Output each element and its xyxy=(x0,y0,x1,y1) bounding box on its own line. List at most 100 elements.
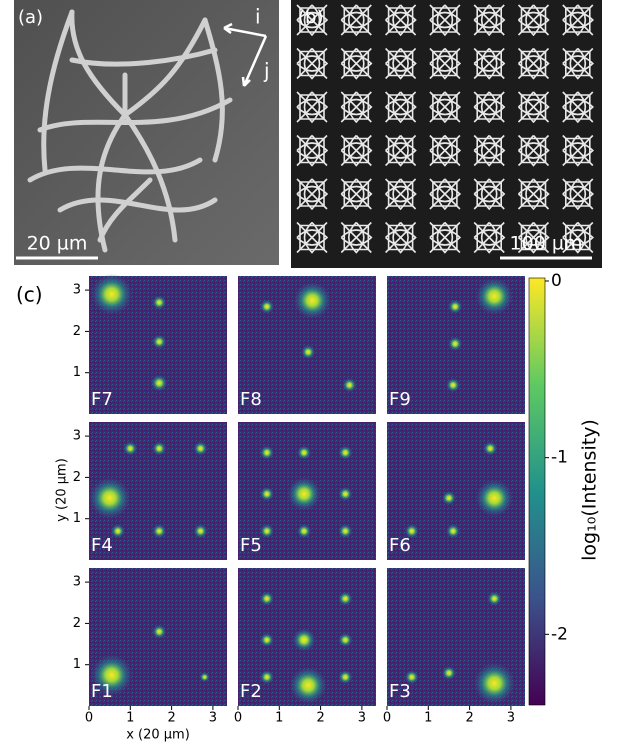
y-tick-label: 1 xyxy=(73,657,81,672)
lattice-cell xyxy=(429,4,462,37)
axis-arrows xyxy=(223,22,268,87)
lattice-cell xyxy=(429,178,462,211)
lattice-cell xyxy=(385,178,417,211)
intensity-spot xyxy=(446,524,461,539)
intensity-spot xyxy=(152,441,167,456)
intensity-spot xyxy=(293,281,331,320)
intensity-spot xyxy=(441,491,456,506)
structure xyxy=(27,9,233,253)
lattice-cell xyxy=(562,134,594,167)
x-tick-label: 3 xyxy=(358,711,366,726)
intensity-spot xyxy=(441,665,456,680)
sem-image-a xyxy=(14,0,279,265)
intensity-spot xyxy=(338,524,353,539)
lattice-cell xyxy=(429,91,462,124)
intensity-spot xyxy=(150,374,168,392)
intensity-spot xyxy=(297,524,312,539)
intensity-spot xyxy=(338,591,353,606)
x-axis-label: x (20 µm) xyxy=(126,728,190,743)
intensity-spot xyxy=(446,378,461,393)
x-tick-label: 2 xyxy=(316,711,324,726)
intensity-map: F5 xyxy=(238,422,376,560)
lattice-cell xyxy=(473,134,506,167)
x-tick-label: 2 xyxy=(167,711,175,726)
panel-label: (b) xyxy=(298,7,323,28)
lattice-cell xyxy=(385,91,417,124)
intensity-spot xyxy=(475,277,513,315)
scale-bar-label: 100 µm xyxy=(510,233,583,255)
x-tick-label: 0 xyxy=(383,711,391,726)
lattice-cell xyxy=(340,221,373,254)
lattice-cell xyxy=(473,4,506,37)
y-tick-label: 3 xyxy=(73,429,81,444)
lattice-cell xyxy=(429,134,462,167)
lattice-cell xyxy=(296,47,329,80)
sem-image-b xyxy=(291,0,602,268)
y-tick-label: 2 xyxy=(73,616,81,631)
lattice-cell xyxy=(473,221,506,254)
lattice-cell xyxy=(517,91,550,124)
scale-bar-label: 20 µm xyxy=(27,233,88,255)
panel-labels: (a) (b) (c) xyxy=(16,7,323,307)
y-tick-label: 3 xyxy=(73,575,81,590)
intensity-spot xyxy=(297,445,312,460)
intensity-maps: F7 1 2 3 F8 F9 F4 1 2 3 F5 F6 F1 1 2 3 0 1 2 3 F2 0 1 2 3 F3 0 1 2 3 xyxy=(73,273,525,726)
intensity-map: F8 xyxy=(238,276,376,414)
intensity-spot xyxy=(199,672,210,683)
intensity-spot xyxy=(259,524,274,539)
intensity-spot xyxy=(473,662,516,704)
intensity-spot xyxy=(342,378,357,393)
intensity-spot xyxy=(338,486,353,501)
axis-letter: j xyxy=(263,59,270,83)
colorbar-tick-label: 0 xyxy=(551,271,562,291)
lattice-cell xyxy=(296,134,329,167)
field-label: F4 xyxy=(91,535,113,556)
y-tick-label: 2 xyxy=(73,324,81,339)
x-tick-label: 0 xyxy=(234,711,242,726)
panel-label: (c) xyxy=(16,283,43,307)
field-label: F9 xyxy=(389,389,411,410)
lattice-cell xyxy=(517,221,550,254)
intensity-spot xyxy=(193,524,208,539)
lattice-cell xyxy=(562,178,594,211)
intensity-map: F3 0 1 2 3 xyxy=(383,568,525,726)
intensity-map: F4 1 2 3 xyxy=(73,422,227,560)
colorbar-tick-label: -1 xyxy=(551,448,568,468)
y-tick-label: 1 xyxy=(73,511,81,526)
colorbar xyxy=(528,277,546,706)
intensity-spot xyxy=(152,295,167,310)
intensity-spot xyxy=(91,273,133,315)
intensity-map: F1 1 2 3 0 1 2 3 xyxy=(73,568,227,726)
x-tick-label: 0 xyxy=(85,711,93,726)
x-tick-label: 3 xyxy=(209,711,217,726)
lattice-cell xyxy=(296,4,329,37)
intensity-map: F6 xyxy=(387,422,525,560)
lattice-cell xyxy=(473,178,506,211)
intensity-map: F9 xyxy=(387,276,525,414)
lattice-cell xyxy=(385,221,417,254)
intensity-spot xyxy=(404,670,419,685)
lattice-cell xyxy=(429,47,462,80)
intensity-spot xyxy=(259,670,274,685)
x-tick-label: 1 xyxy=(275,711,283,726)
lattice-cell xyxy=(517,134,550,167)
lattice-cell xyxy=(340,4,373,37)
lattice-cell xyxy=(517,178,550,211)
intensity-spot xyxy=(448,299,463,314)
lattice-cell xyxy=(562,91,594,124)
lattice-cell xyxy=(296,91,329,124)
x-tick-label: 2 xyxy=(465,711,473,726)
x-tick-label: 3 xyxy=(507,711,515,726)
x-tick-label: 1 xyxy=(126,711,134,726)
intensity-map: F2 0 1 2 3 xyxy=(234,568,376,726)
intensity-spot xyxy=(152,624,167,639)
lattice-cell xyxy=(473,91,506,124)
intensity-spot xyxy=(338,632,353,647)
intensity-spot xyxy=(259,486,274,501)
lattice-cell xyxy=(340,134,373,167)
y-tick-label: 3 xyxy=(73,283,81,298)
lattice-cell xyxy=(385,134,417,167)
field-label: F5 xyxy=(240,535,262,556)
y-axis-label: y (20 µm) xyxy=(55,458,70,522)
lattice-cell xyxy=(473,47,506,80)
